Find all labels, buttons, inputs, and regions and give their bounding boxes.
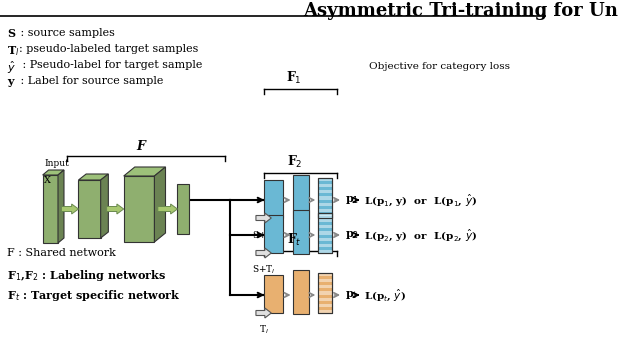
Polygon shape: [256, 248, 271, 258]
Text: $\hat{y}$: $\hat{y}$: [7, 60, 16, 76]
Bar: [318, 238, 332, 241]
Bar: [318, 273, 332, 313]
Text: S+T$_l$: S+T$_l$: [252, 264, 275, 277]
Bar: [318, 190, 332, 193]
Text: S: S: [7, 28, 15, 39]
Text: X: X: [44, 176, 51, 185]
Text: Input: Input: [44, 159, 69, 168]
Bar: [318, 291, 332, 295]
Polygon shape: [158, 204, 177, 214]
Text: F$_1$: F$_1$: [287, 70, 302, 86]
Bar: [318, 196, 332, 200]
Text: L(p$_2$, y)  or  L(p$_2$, $\hat{y}$): L(p$_2$, y) or L(p$_2$, $\hat{y}$): [364, 227, 477, 243]
Bar: [318, 178, 332, 218]
Bar: [318, 203, 332, 206]
Bar: [318, 304, 332, 307]
Text: p$_t$: p$_t$: [345, 289, 358, 301]
Bar: [177, 184, 189, 234]
Polygon shape: [43, 175, 58, 243]
Text: : Pseudo-label for target sample: : Pseudo-label for target sample: [19, 60, 202, 70]
Text: : Label for source sample: : Label for source sample: [17, 76, 163, 86]
Bar: [318, 273, 332, 276]
Bar: [318, 213, 332, 216]
Text: : source samples: : source samples: [17, 28, 115, 38]
Polygon shape: [256, 213, 271, 223]
Text: L(p$_1$, y)  or  L(p$_1$, $\hat{y}$): L(p$_1$, y) or L(p$_1$, $\hat{y}$): [364, 192, 477, 208]
Text: F$_2$: F$_2$: [287, 154, 302, 170]
Text: T$_l$: T$_l$: [259, 324, 269, 337]
Text: p$_1$: p$_1$: [345, 194, 359, 206]
Bar: [318, 213, 332, 253]
Text: Asymmetric Tri-training for Un: Asymmetric Tri-training for Un: [303, 2, 618, 20]
Bar: [318, 184, 332, 187]
Text: F$_1$,F$_2$ : Labeling networks: F$_1$,F$_2$ : Labeling networks: [7, 268, 166, 283]
Polygon shape: [79, 180, 100, 238]
Text: T$_l$: T$_l$: [7, 44, 19, 58]
Bar: [264, 215, 284, 253]
Bar: [264, 180, 284, 218]
Bar: [318, 279, 332, 282]
Bar: [318, 298, 332, 301]
Text: F : Shared network: F : Shared network: [7, 248, 116, 258]
Bar: [318, 219, 332, 222]
Text: : pseudo-labeled target samples: : pseudo-labeled target samples: [19, 44, 198, 54]
Bar: [318, 231, 332, 235]
Polygon shape: [100, 174, 108, 238]
Bar: [318, 215, 332, 218]
Text: F$_t$: F$_t$: [287, 232, 301, 248]
Polygon shape: [43, 170, 64, 175]
Polygon shape: [154, 167, 166, 242]
Text: L(p$_t$, $\hat{y}$): L(p$_t$, $\hat{y}$): [364, 287, 406, 303]
Polygon shape: [61, 204, 79, 214]
Bar: [318, 178, 332, 218]
Bar: [318, 250, 332, 253]
Polygon shape: [256, 308, 271, 318]
Polygon shape: [124, 176, 154, 242]
Polygon shape: [58, 170, 64, 243]
Bar: [318, 310, 332, 313]
Bar: [318, 209, 332, 212]
Polygon shape: [79, 174, 108, 180]
Bar: [318, 244, 332, 247]
Bar: [318, 285, 332, 288]
Text: F$_t$ : Target specific network: F$_t$ : Target specific network: [7, 288, 180, 303]
Text: y: y: [7, 76, 13, 87]
Bar: [318, 178, 332, 181]
Bar: [318, 213, 332, 253]
Bar: [318, 225, 332, 228]
Bar: [294, 270, 309, 314]
Text: S+T$_l$: S+T$_l$: [252, 229, 275, 242]
Bar: [318, 273, 332, 313]
Text: Objective for category loss: Objective for category loss: [369, 62, 509, 71]
Bar: [264, 275, 284, 313]
Polygon shape: [124, 167, 166, 176]
Text: F: F: [136, 140, 145, 153]
Bar: [294, 210, 309, 254]
Bar: [294, 175, 309, 219]
Text: p$_2$: p$_2$: [345, 229, 358, 241]
Polygon shape: [107, 204, 124, 214]
